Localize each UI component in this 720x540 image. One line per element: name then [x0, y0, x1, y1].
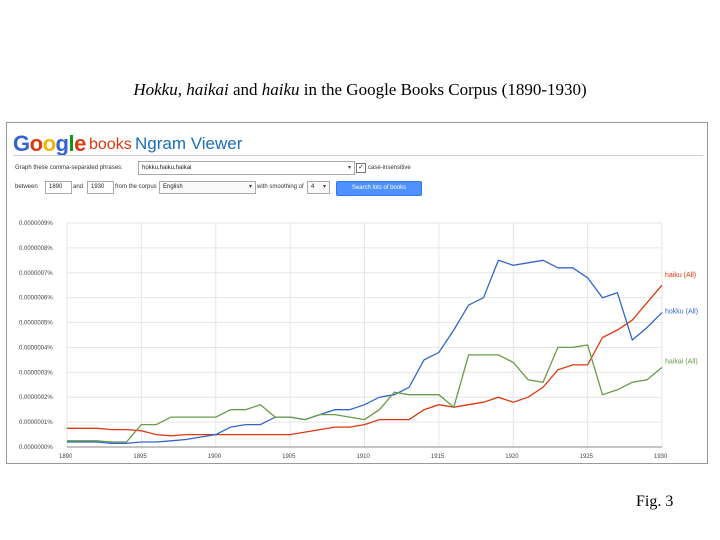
ngram-chart: 0.0000000% 0.0000001% 0.0000002% 0.0000003%…: [19, 221, 698, 460]
series-line-0: [67, 284, 663, 437]
smoothing-select[interactable]: 4 ▾: [307, 181, 330, 194]
y-tick-label: 0.0000009%: [19, 221, 53, 227]
start-year-input[interactable]: 1890: [45, 181, 72, 194]
end-year-input[interactable]: 1930: [87, 181, 114, 194]
title-part: Hokku: [133, 80, 178, 99]
series-line-1: [67, 259, 663, 444]
figure-label: Fig. 3: [636, 493, 674, 510]
logo-letter: e: [74, 131, 86, 156]
y-tick-label: 0.0000002%: [19, 395, 53, 401]
y-tick-label: 0.0000006%: [19, 296, 53, 302]
logo-letter: o: [42, 131, 56, 156]
x-tick-label: 1920: [505, 454, 519, 460]
y-tick-label: 0.0000008%: [19, 246, 53, 252]
x-tick-label: 1895: [133, 454, 147, 460]
phrases-label: Graph these comma-separated phrases:: [15, 165, 123, 171]
logo-books-text: books: [89, 136, 132, 153]
title-part: in the Google Books Corpus (1890-1930): [299, 80, 587, 99]
y-tick-label: 0.0000001%: [19, 420, 53, 426]
series-line-2: [67, 344, 663, 443]
corpus-select[interactable]: English ▾: [159, 181, 256, 194]
title-part: haiku: [261, 80, 300, 99]
ngram-viewer-screenshot: Google books Ngram Viewer Graph these co…: [6, 122, 708, 464]
header-divider: [13, 155, 703, 156]
x-tick-label: 1930: [654, 454, 668, 460]
and-label: and: [73, 184, 84, 190]
logo-letter: g: [55, 131, 69, 156]
y-tick-label: 0.0000004%: [19, 345, 53, 351]
chevron-down-icon: ▾: [322, 184, 326, 190]
y-tick-label: 0.0000005%: [19, 321, 53, 327]
legend-label: hokku (All): [665, 309, 698, 316]
title-part: and: [228, 80, 262, 99]
logo-letter: G: [13, 131, 30, 156]
logo-letter: o: [29, 131, 43, 156]
smoothing-label: with smoothing of: [257, 184, 304, 190]
chevron-down-icon: ▾: [347, 165, 351, 171]
slide-title: Hokku, haikai and haiku in the Google Bo…: [0, 80, 720, 100]
y-tick-label: 0.0000007%: [19, 271, 53, 277]
case-insensitive-label: case-insensitive: [368, 165, 411, 171]
x-tick-label: 1915: [431, 454, 445, 460]
smoothing-select-value: 4: [311, 184, 315, 190]
google-logo: Google: [13, 131, 86, 157]
title-part: haikai: [186, 80, 229, 99]
chevron-down-icon: ▾: [248, 184, 252, 190]
logo-letter: l: [68, 131, 75, 156]
y-tick-label: 0.0000000%: [19, 445, 53, 451]
legend-label: haikai (All): [665, 358, 698, 365]
search-button[interactable]: Search lots of books: [336, 181, 422, 196]
legend-label: haiku (All): [665, 272, 696, 279]
case-insensitive-checkbox[interactable]: ✓: [356, 163, 366, 173]
corpus-select-value: English: [163, 184, 183, 190]
y-tick-label: 0.0000003%: [19, 370, 53, 376]
x-tick-label: 1890: [59, 454, 73, 460]
x-tick-label: 1925: [580, 454, 594, 460]
title-part: ,: [177, 80, 187, 99]
corpus-label: from the corpus: [115, 184, 157, 190]
x-tick-label: 1910: [357, 454, 371, 460]
phrases-input-value: hokku,haiku,haikai: [142, 165, 192, 171]
phrases-input[interactable]: hokku,haiku,haikai ▾: [138, 161, 355, 175]
app-title: Ngram Viewer: [135, 134, 243, 153]
between-label: between: [15, 184, 38, 190]
x-tick-label: 1900: [208, 454, 222, 460]
x-tick-label: 1905: [282, 454, 296, 460]
